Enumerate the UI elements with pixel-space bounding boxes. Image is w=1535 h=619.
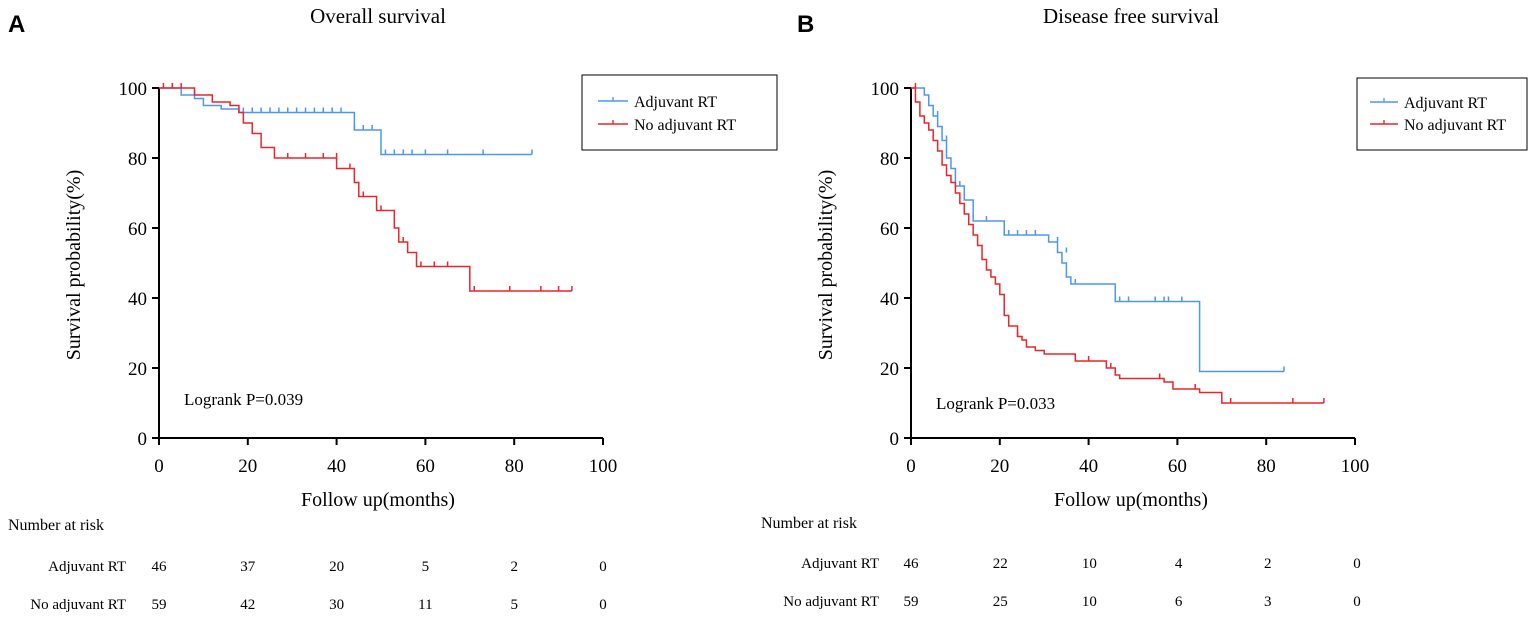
- x-tick-label: 20: [990, 456, 1009, 477]
- risk-value: 10: [1082, 556, 1097, 572]
- x-tick-label: 80: [1257, 456, 1276, 477]
- risk-value: 59: [904, 594, 919, 610]
- risk-value: 37: [240, 559, 256, 575]
- y-tick-label: 60: [128, 219, 147, 240]
- risk-value: 0: [1353, 556, 1361, 572]
- x-tick-label: 60: [416, 456, 435, 477]
- axes: 0 20 40 60 80 100 0 20 40 60 80 100: [119, 79, 618, 477]
- x-tick-label: 100: [1341, 456, 1370, 477]
- risk-value: 6: [1175, 594, 1183, 610]
- risk-value: 5: [422, 559, 430, 575]
- risk-value: 46: [904, 556, 920, 572]
- risk-row-label: Adjuvant RT: [801, 556, 879, 572]
- y-tick-label: 40: [880, 289, 899, 310]
- y-tick-label: 0: [138, 429, 148, 450]
- risk-value: 0: [599, 559, 607, 575]
- panel-a: A Overall survival Survival probability(…: [8, 4, 778, 613]
- risk-table: Adjuvant RT 46 22 10 4 2 0 No adjuvant RT 59 25 10…: [783, 556, 1361, 610]
- panel-b: B Disease free survival Survival probabi…: [761, 4, 1528, 610]
- risk-table-title: Number at risk: [761, 515, 857, 532]
- risk-value: 2: [1264, 556, 1272, 572]
- x-tick-label: 40: [327, 456, 346, 477]
- risk-value: 10: [1082, 594, 1097, 610]
- x-axis-label: Follow up(months): [1054, 489, 1208, 511]
- x-tick-label: 100: [589, 456, 618, 477]
- legend: Adjuvant RT No adjuvant RT: [1356, 77, 1528, 151]
- risk-row-label: Adjuvant RT: [48, 559, 126, 575]
- y-tick-label: 20: [880, 359, 899, 380]
- x-axis-label: Follow up(months): [301, 489, 455, 511]
- risk-value: 11: [418, 597, 432, 613]
- legend-label-no-adjuvant: No adjuvant RT: [634, 117, 736, 134]
- y-tick-label: 80: [880, 149, 899, 170]
- risk-value: 20: [329, 559, 344, 575]
- risk-row-label: No adjuvant RT: [783, 594, 879, 610]
- risk-value: 5: [510, 597, 518, 613]
- x-tick-label: 0: [154, 456, 164, 477]
- km-curve-adjuvant: [159, 87, 532, 156]
- risk-value: 59: [152, 597, 167, 613]
- y-axis-label: Survival probability(%): [63, 170, 85, 361]
- risk-value: 0: [1353, 594, 1361, 610]
- y-tick-label: 20: [128, 359, 147, 380]
- km-curve-no_adjuvant: [159, 87, 572, 292]
- survival-curves: [159, 83, 573, 292]
- panel-letter: A: [8, 11, 25, 38]
- chart-title: Disease free survival: [1043, 4, 1219, 28]
- legend-label-adjuvant: Adjuvant RT: [634, 94, 717, 111]
- risk-value: 46: [152, 559, 168, 575]
- risk-table-title: Number at risk: [8, 517, 104, 534]
- risk-value: 2: [510, 559, 518, 575]
- risk-value: 3: [1264, 594, 1272, 610]
- risk-row-label: No adjuvant RT: [30, 597, 126, 613]
- risk-table: Adjuvant RT 46 37 20 5 2 0No adjuvant RT 59 42 30…: [30, 559, 607, 613]
- risk-value: 22: [993, 556, 1008, 572]
- risk-value: 42: [240, 597, 255, 613]
- panel-letter: B: [797, 11, 814, 38]
- x-tick-label: 60: [1168, 456, 1187, 477]
- survival-curves: [911, 83, 1325, 404]
- risk-value: 25: [993, 594, 1008, 610]
- risk-value: 0: [599, 597, 607, 613]
- logrank-text: Logrank P=0.039: [184, 390, 303, 409]
- legend-box: [1356, 77, 1528, 151]
- legend: Adjuvant RT No adjuvant RT: [581, 74, 778, 151]
- x-tick-label: 80: [505, 456, 524, 477]
- x-tick-label: 40: [1079, 456, 1098, 477]
- y-axis-label: Survival probability(%): [815, 170, 837, 361]
- y-tick-label: 40: [128, 289, 147, 310]
- axes: 0 20 40 60 80 100 0 20 40 60 80 100: [871, 79, 1370, 477]
- y-tick-label: 60: [880, 219, 899, 240]
- y-tick-label: 80: [128, 149, 147, 170]
- legend-label-no-adjuvant: No adjuvant RT: [1404, 117, 1506, 134]
- risk-value: 4: [1175, 556, 1183, 572]
- legend-box: [581, 74, 778, 151]
- x-tick-label: 0: [906, 456, 916, 477]
- y-tick-label: 100: [119, 79, 148, 100]
- x-tick-label: 20: [238, 456, 257, 477]
- y-tick-label: 100: [871, 79, 900, 100]
- km-curve-no_adjuvant: [911, 87, 1324, 404]
- chart-title: Overall survival: [310, 4, 446, 28]
- legend-label-adjuvant: Adjuvant RT: [1404, 95, 1487, 112]
- logrank-text: Logrank P=0.033: [936, 394, 1055, 413]
- y-tick-label: 0: [890, 429, 900, 450]
- km-curve-adjuvant: [911, 87, 1284, 373]
- risk-value: 30: [329, 597, 344, 613]
